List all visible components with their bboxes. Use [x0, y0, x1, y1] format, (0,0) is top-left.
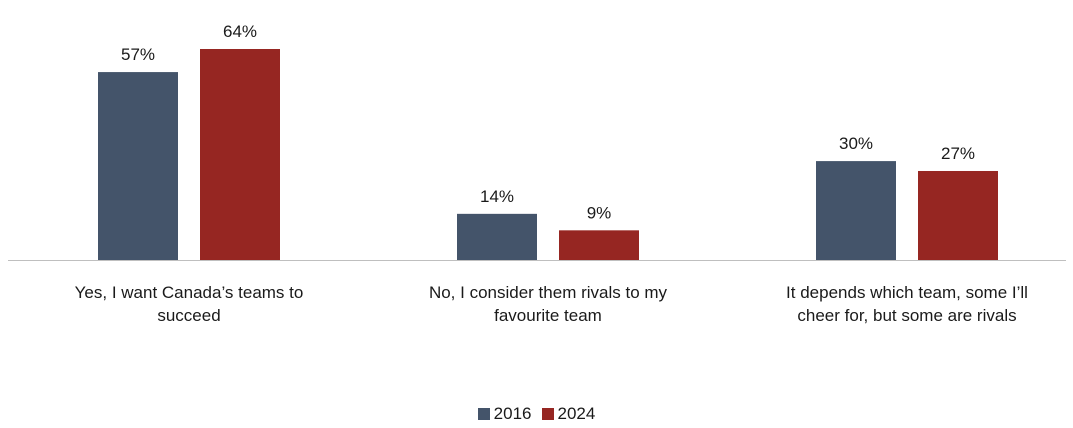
data-label-2024-depends: 27%	[941, 144, 975, 163]
data-label-2024-yes: 64%	[223, 22, 257, 41]
data-label-2016-depends: 30%	[839, 134, 873, 153]
legend-label-2016: 2016	[493, 404, 532, 423]
legend-swatch-2024	[541, 408, 554, 420]
data-label-2024-no: 9%	[587, 203, 612, 222]
bar-2024-depends	[918, 170, 998, 260]
bars-group	[98, 49, 998, 260]
bar-2016-yes	[98, 72, 178, 260]
bar-2024-no	[559, 230, 639, 260]
legend: 2016 2024	[0, 404, 1073, 424]
bar-chart: 57% 14% 30% 64% 9% 27%	[8, 22, 1066, 261]
legend-swatch-2016	[477, 408, 490, 420]
category-label-no: No, I consider them rivals to my favouri…	[428, 283, 668, 325]
bar-2016-depends	[816, 161, 896, 260]
data-label-2016-yes: 57%	[121, 45, 155, 64]
legend-label-2024: 2024	[557, 404, 596, 423]
legend-item-2016: 2016	[477, 404, 532, 424]
category-label-depends: It depends which team, some I’ll cheer f…	[786, 283, 1028, 325]
category-label-yes: Yes, I want Canada’s teams to succeed	[74, 283, 304, 325]
legend-item-2024: 2024	[541, 404, 596, 424]
data-label-2016-no: 14%	[480, 187, 514, 206]
bar-2024-yes	[200, 49, 280, 260]
data-labels-group: 57% 14% 30% 64% 9% 27%	[121, 22, 975, 222]
bar-2016-no	[457, 213, 537, 260]
